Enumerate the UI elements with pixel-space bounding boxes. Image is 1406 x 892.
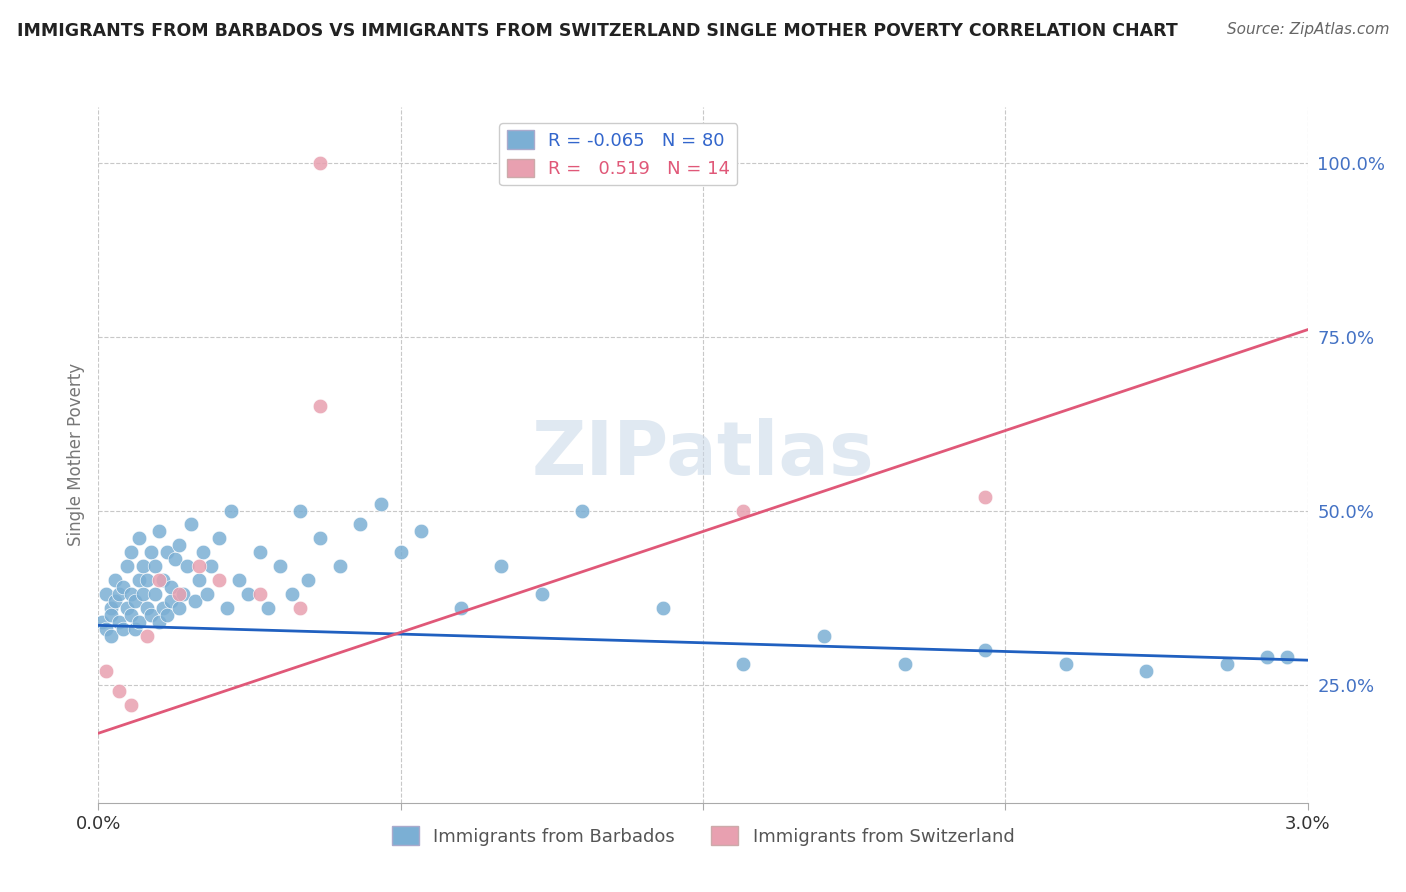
- Point: [135, 573, 157, 587]
- Point: [103, 594, 125, 608]
- Text: Source: ZipAtlas.com: Source: ZipAtlas.com: [1226, 22, 1389, 37]
- Point: [176, 559, 198, 574]
- Point: [297, 573, 319, 587]
- Point: [135, 629, 157, 643]
- Point: [100, 607, 122, 622]
- Point: [450, 601, 472, 615]
- Point: [1277, 649, 1299, 664]
- Point: [195, 587, 218, 601]
- Point: [309, 155, 332, 169]
- Point: [188, 573, 211, 587]
- Point: [120, 545, 142, 559]
- Point: [115, 601, 138, 615]
- Point: [96, 664, 118, 678]
- Point: [236, 587, 259, 601]
- Point: [143, 587, 166, 601]
- Point: [128, 615, 150, 629]
- Point: [156, 607, 179, 622]
- Point: [269, 559, 291, 574]
- Point: [152, 573, 174, 587]
- Point: [1054, 657, 1077, 671]
- Point: [100, 601, 122, 615]
- Point: [288, 601, 311, 615]
- Point: [974, 642, 997, 657]
- Point: [107, 684, 129, 698]
- Point: [132, 559, 155, 574]
- Point: [163, 552, 186, 566]
- Point: [132, 587, 155, 601]
- Point: [813, 629, 835, 643]
- Point: [139, 607, 162, 622]
- Point: [96, 587, 118, 601]
- Point: [111, 580, 134, 594]
- Point: [148, 524, 170, 539]
- Point: [128, 532, 150, 546]
- Y-axis label: Single Mother Poverty: Single Mother Poverty: [66, 363, 84, 547]
- Point: [281, 587, 304, 601]
- Point: [208, 573, 231, 587]
- Text: ZIPatlas: ZIPatlas: [531, 418, 875, 491]
- Point: [1216, 657, 1239, 671]
- Point: [733, 657, 755, 671]
- Point: [200, 559, 222, 574]
- Point: [143, 559, 166, 574]
- Point: [193, 545, 215, 559]
- Text: IMMIGRANTS FROM BARBADOS VS IMMIGRANTS FROM SWITZERLAND SINGLE MOTHER POVERTY CO: IMMIGRANTS FROM BARBADOS VS IMMIGRANTS F…: [17, 22, 1178, 40]
- Point: [1256, 649, 1278, 664]
- Point: [148, 573, 170, 587]
- Point: [893, 657, 915, 671]
- Point: [128, 573, 150, 587]
- Point: [160, 580, 183, 594]
- Point: [107, 615, 129, 629]
- Point: [329, 559, 352, 574]
- Point: [172, 587, 194, 601]
- Point: [188, 559, 211, 574]
- Point: [249, 545, 271, 559]
- Point: [167, 601, 190, 615]
- Point: [491, 559, 513, 574]
- Point: [135, 601, 157, 615]
- Point: [167, 538, 190, 552]
- Point: [256, 601, 278, 615]
- Point: [124, 622, 146, 636]
- Point: [221, 503, 243, 517]
- Point: [100, 629, 122, 643]
- Point: [180, 517, 202, 532]
- Point: [160, 594, 183, 608]
- Point: [651, 601, 673, 615]
- Legend: Immigrants from Barbados, Immigrants from Switzerland: Immigrants from Barbados, Immigrants fro…: [384, 819, 1022, 853]
- Point: [249, 587, 271, 601]
- Point: [571, 503, 593, 517]
- Point: [139, 545, 162, 559]
- Point: [288, 503, 311, 517]
- Point: [115, 559, 138, 574]
- Point: [120, 587, 142, 601]
- Point: [309, 399, 332, 413]
- Point: [124, 594, 146, 608]
- Point: [91, 615, 114, 629]
- Point: [530, 587, 553, 601]
- Point: [148, 615, 170, 629]
- Point: [184, 594, 207, 608]
- Point: [107, 587, 129, 601]
- Point: [96, 622, 118, 636]
- Point: [217, 601, 239, 615]
- Point: [974, 490, 997, 504]
- Point: [409, 524, 432, 539]
- Point: [152, 601, 174, 615]
- Point: [389, 545, 412, 559]
- Point: [349, 517, 371, 532]
- Point: [103, 573, 125, 587]
- Point: [111, 622, 134, 636]
- Point: [120, 698, 142, 713]
- Point: [208, 532, 231, 546]
- Point: [1135, 664, 1157, 678]
- Point: [167, 587, 190, 601]
- Point: [228, 573, 250, 587]
- Point: [370, 497, 392, 511]
- Point: [309, 532, 332, 546]
- Point: [120, 607, 142, 622]
- Point: [733, 503, 755, 517]
- Point: [156, 545, 179, 559]
